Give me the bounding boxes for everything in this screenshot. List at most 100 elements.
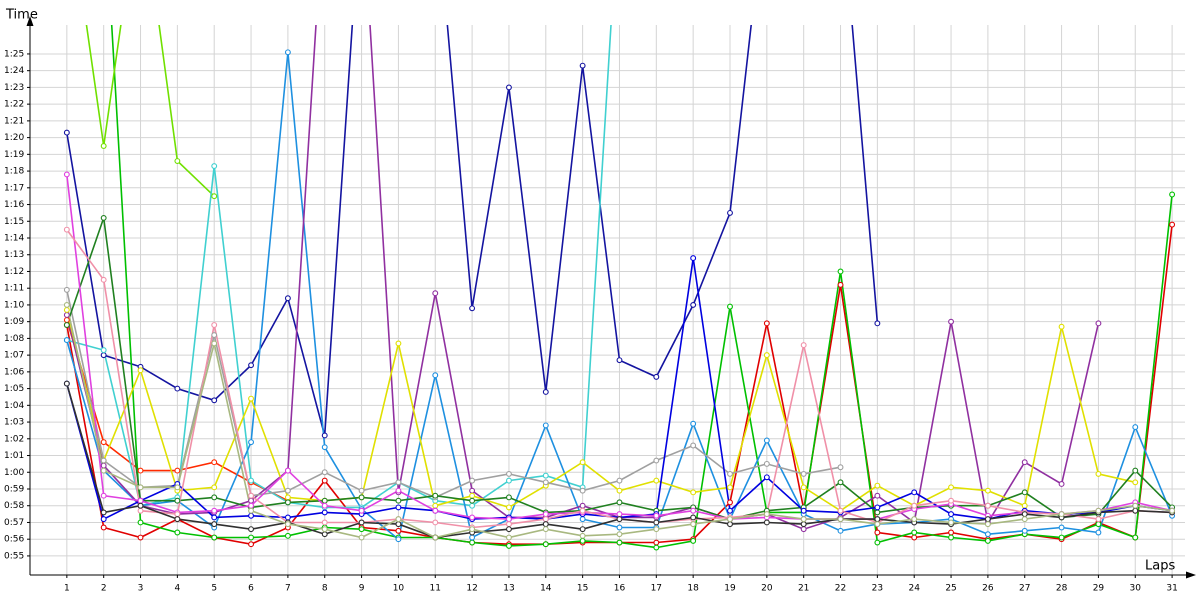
lap-marker: [395, 536, 402, 543]
y-tick-label: 1:01: [4, 451, 24, 461]
series-line: [85, 25, 215, 197]
lap-marker: [874, 492, 881, 499]
lap-marker: [763, 460, 770, 467]
lap-marker: [395, 521, 402, 528]
lap-marker: [63, 226, 70, 233]
lap-marker: [174, 529, 181, 536]
lap-marker: [800, 507, 807, 514]
lap-marker: [911, 529, 918, 536]
lap-marker: [395, 527, 402, 534]
lap-marker: [1095, 521, 1102, 528]
lap-marker: [469, 514, 476, 521]
lap-marker: [248, 492, 255, 499]
lap-marker: [505, 542, 512, 549]
lap-marker: [432, 534, 439, 541]
lap-marker: [690, 507, 697, 514]
lap-marker: [800, 526, 807, 533]
lap-marker: [321, 502, 328, 509]
lap-marker: [432, 372, 439, 379]
lap-marker: [432, 290, 439, 297]
lap-marker: [653, 544, 660, 551]
lap-marker: [505, 516, 512, 523]
lap-marker: [874, 509, 881, 516]
lap-marker: [690, 537, 697, 544]
lap-marker: [1169, 507, 1176, 514]
y-axis-arrow: [26, 16, 34, 26]
lap-marker: [579, 507, 586, 514]
lap-marker: [100, 276, 107, 283]
lap-marker: [984, 521, 991, 528]
lap-marker: [358, 494, 365, 501]
lap-marker: [948, 511, 955, 518]
lap-marker: [211, 534, 218, 541]
lap-marker: [432, 492, 439, 499]
lap-marker: [1058, 524, 1065, 531]
lap-marker: [653, 539, 660, 546]
lap-marker: [137, 367, 144, 374]
lap-marker: [1058, 323, 1065, 330]
lap-marker: [174, 158, 181, 164]
lap-marker: [948, 529, 955, 536]
lap-marker: [616, 511, 623, 518]
x-tick-label: 26: [982, 584, 994, 594]
lap-marker: [1132, 424, 1139, 431]
lap-marker: [727, 303, 733, 310]
lap-marker: [248, 507, 255, 514]
lap-marker: [63, 322, 70, 328]
lap-marker: [100, 524, 107, 531]
lap-marker: [284, 532, 291, 539]
y-tick-label: 1:11: [4, 284, 24, 294]
lap-marker: [469, 526, 476, 533]
x-tick-label: 6: [248, 584, 254, 594]
y-tick-label: 1:03: [4, 418, 24, 428]
lap-marker: [505, 494, 512, 501]
lap-marker: [469, 502, 476, 509]
lap-marker: [1169, 221, 1176, 228]
lap-marker: [321, 531, 328, 538]
y-tick-label: 1:12: [4, 267, 24, 277]
lap-marker: [542, 541, 549, 548]
lap-marker: [63, 171, 70, 178]
y-axis-title: Time: [5, 8, 38, 23]
x-tick-label: 10: [393, 584, 405, 594]
lap-marker: [763, 474, 770, 481]
y-tick-label: 1:25: [4, 49, 24, 59]
y-tick-label: 1:20: [4, 133, 24, 143]
lap-marker: [100, 457, 107, 464]
lap-marker: [137, 484, 144, 491]
lap-marker: [211, 397, 218, 404]
lap-marker: [837, 507, 844, 514]
y-tick-label: 1:18: [4, 167, 24, 177]
x-tick-label: 3: [138, 584, 144, 594]
lap-marker: [248, 362, 255, 369]
lap-marker: [948, 497, 955, 504]
lap-marker: [358, 487, 365, 494]
lap-marker: [800, 521, 807, 528]
lap-marker: [542, 516, 549, 523]
y-tick-label: 0:58: [4, 501, 24, 511]
plot-area: [63, 25, 1176, 551]
lap-marker: [690, 442, 697, 449]
lap-marker: [1132, 534, 1139, 541]
lap-marker: [727, 499, 733, 506]
x-tick-label: 18: [687, 584, 699, 594]
lap-marker: [1021, 489, 1028, 496]
lap-marker: [432, 507, 439, 514]
lap-marker: [1095, 516, 1102, 523]
lap-marker: [874, 521, 881, 528]
lap-marker: [690, 489, 697, 496]
lap-marker: [63, 317, 70, 323]
y-tick-label: 1:07: [4, 351, 24, 361]
lap-marker: [211, 507, 218, 514]
lap-marker: [616, 539, 623, 546]
x-tick-label: 4: [175, 584, 181, 594]
lap-marker: [579, 526, 586, 533]
lap-marker: [727, 521, 733, 528]
lap-marker: [1132, 502, 1139, 509]
y-tick-label: 1:24: [4, 66, 24, 76]
x-tick-label: 20: [761, 584, 773, 594]
lap-marker: [63, 312, 70, 318]
lap-marker: [63, 380, 70, 387]
lap-marker: [284, 494, 291, 501]
